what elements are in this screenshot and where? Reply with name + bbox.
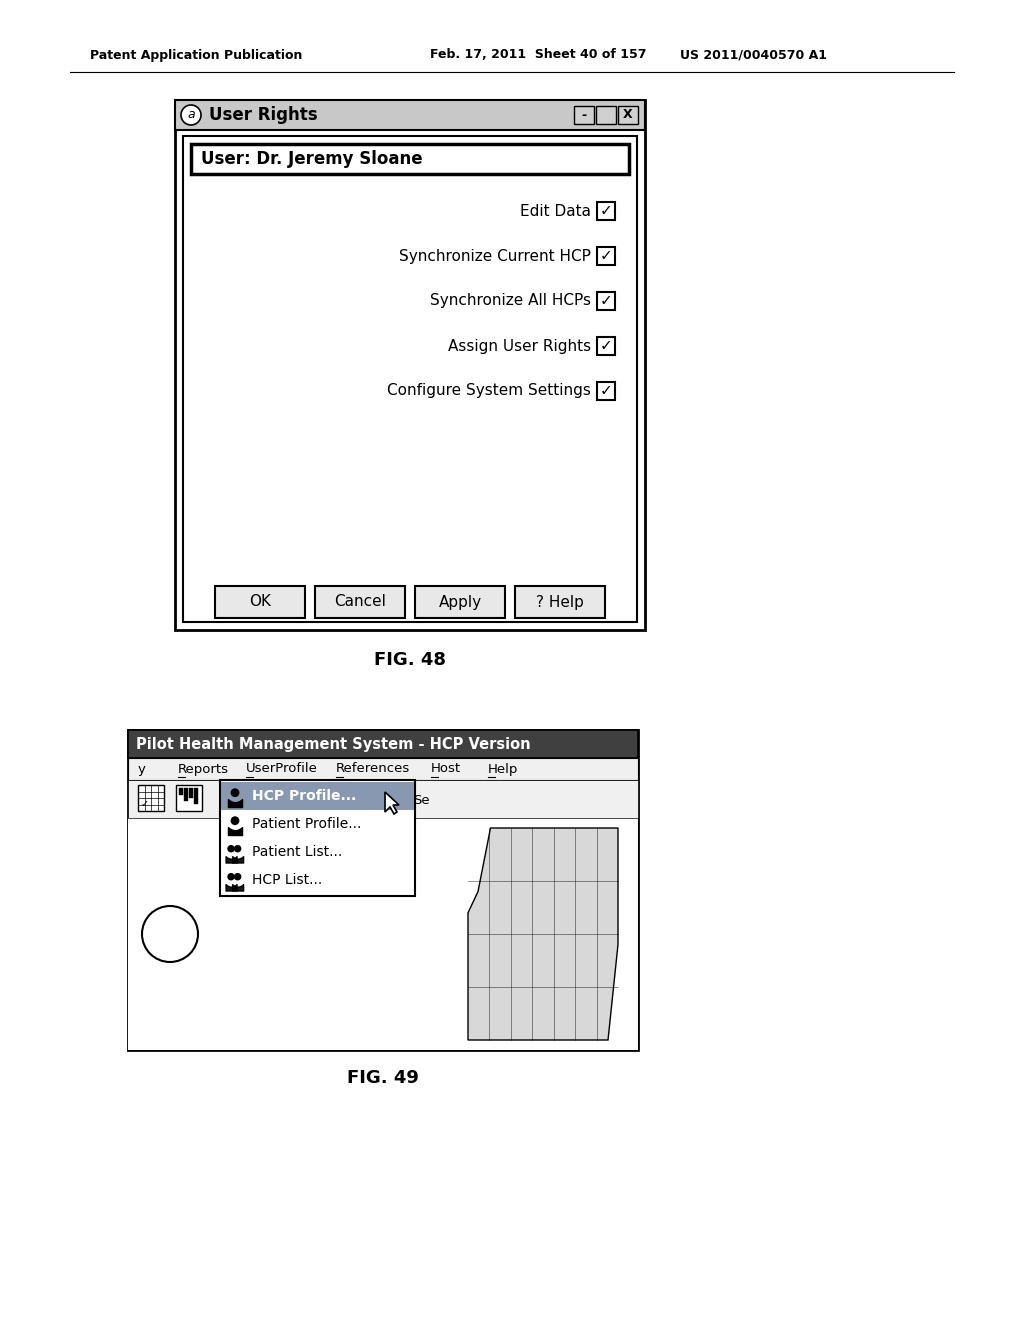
Bar — [128, 730, 638, 1049]
Bar — [596, 106, 616, 124]
Text: Synchronize All HCPs: Synchronize All HCPs — [430, 293, 591, 309]
Text: Host: Host — [431, 763, 461, 776]
Bar — [179, 788, 183, 795]
Bar — [191, 144, 629, 174]
Text: Configure System Settings: Configure System Settings — [387, 384, 591, 399]
Text: ▼: ▼ — [386, 793, 392, 803]
Bar — [175, 100, 645, 129]
Circle shape — [230, 788, 240, 797]
Text: FIG. 49: FIG. 49 — [347, 1069, 419, 1086]
Bar — [183, 136, 637, 622]
Text: Patent Application Publication: Patent Application Publication — [90, 49, 302, 62]
Circle shape — [227, 873, 234, 880]
Text: Assign User Rights: Assign User Rights — [447, 338, 591, 354]
Bar — [221, 781, 414, 810]
Bar — [597, 202, 615, 220]
Text: X: X — [624, 108, 633, 121]
Bar — [220, 780, 415, 896]
Text: Apply: Apply — [438, 594, 481, 610]
Text: ✓: ✓ — [600, 203, 612, 219]
Bar — [189, 788, 193, 799]
Text: ✓: ✓ — [600, 248, 612, 264]
Circle shape — [230, 816, 240, 825]
Text: ? Help: ? Help — [536, 594, 584, 610]
Text: ✓: ✓ — [600, 384, 612, 399]
Text: HCP Profile...: HCP Profile... — [252, 789, 356, 803]
Bar — [128, 780, 638, 818]
Bar — [194, 788, 198, 804]
Bar — [574, 106, 594, 124]
Bar — [415, 586, 505, 618]
Bar — [597, 247, 615, 265]
Text: ✓: ✓ — [600, 293, 612, 309]
Bar — [380, 788, 398, 808]
Text: OK: OK — [249, 594, 271, 610]
Bar — [283, 788, 398, 808]
Text: y: y — [138, 763, 145, 776]
Polygon shape — [468, 828, 618, 1040]
Text: HCP List...: HCP List... — [252, 873, 323, 887]
Bar — [176, 785, 202, 810]
Text: FIG. 48: FIG. 48 — [374, 651, 446, 669]
Bar — [597, 292, 615, 310]
Circle shape — [181, 106, 201, 125]
Text: User: Dr. Jeremy Sloane: User: Dr. Jeremy Sloane — [201, 150, 423, 168]
Bar — [515, 586, 605, 618]
Text: a: a — [187, 108, 195, 121]
Text: Feb. 17, 2011  Sheet 40 of 157: Feb. 17, 2011 Sheet 40 of 157 — [430, 49, 646, 62]
Bar — [315, 586, 406, 618]
Text: Pilot Health Management System - HCP Version: Pilot Health Management System - HCP Ver… — [136, 737, 530, 751]
Text: Patient Profile...: Patient Profile... — [252, 817, 361, 832]
Bar — [175, 100, 645, 630]
Text: Cancel: Cancel — [334, 594, 386, 610]
Text: Synchronize Current HCP: Synchronize Current HCP — [399, 248, 591, 264]
Polygon shape — [385, 792, 399, 814]
Text: ✓: ✓ — [600, 338, 612, 354]
Bar — [184, 788, 188, 801]
Text: Se: Se — [413, 795, 430, 808]
Text: -: - — [582, 108, 587, 121]
Text: Help: Help — [488, 763, 518, 776]
Bar — [128, 730, 638, 758]
Bar — [597, 381, 615, 400]
Circle shape — [142, 906, 198, 962]
Text: User Rights: User Rights — [209, 106, 317, 124]
Text: ✓: ✓ — [140, 800, 148, 809]
Circle shape — [233, 873, 242, 880]
Bar — [215, 586, 305, 618]
Bar — [597, 337, 615, 355]
Text: Edit Data: Edit Data — [520, 203, 591, 219]
Bar — [128, 818, 638, 1049]
Circle shape — [233, 845, 242, 853]
Text: Selec: Selec — [228, 795, 264, 808]
Text: UserProfile: UserProfile — [246, 763, 317, 776]
Bar — [618, 106, 638, 124]
Text: Reports: Reports — [178, 763, 229, 776]
Text: US 2011/0040570 A1: US 2011/0040570 A1 — [680, 49, 827, 62]
Text: Patient List...: Patient List... — [252, 845, 342, 859]
Circle shape — [227, 845, 234, 853]
Bar — [138, 785, 164, 810]
Text: References: References — [336, 763, 411, 776]
Bar — [128, 758, 638, 780]
